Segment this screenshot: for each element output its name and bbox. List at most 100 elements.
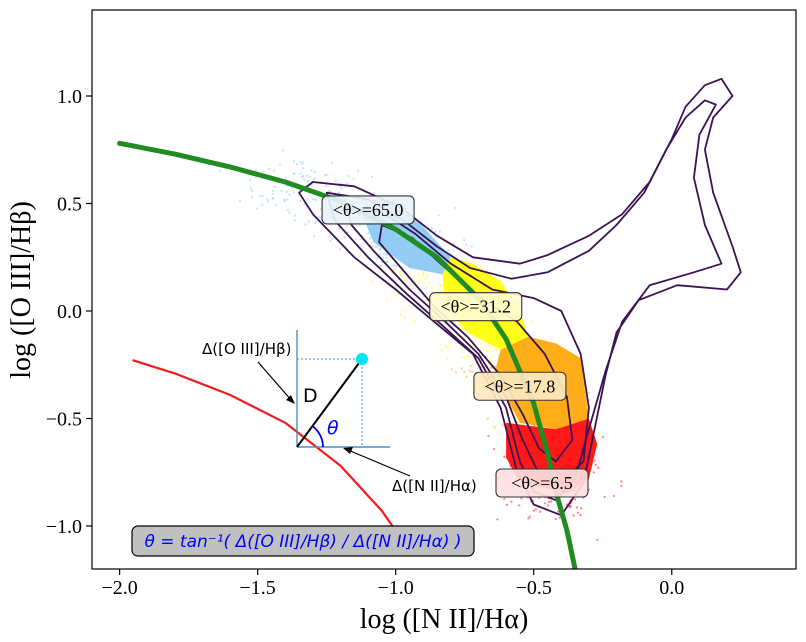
scatter-point xyxy=(359,244,363,247)
scatter-point xyxy=(334,179,337,182)
scatter-point xyxy=(248,179,252,182)
scatter-point xyxy=(405,277,408,280)
scatter-point xyxy=(281,149,285,152)
scatter-point xyxy=(417,280,420,283)
scatter-point xyxy=(379,264,382,268)
scatter-point xyxy=(395,264,398,268)
inset-angle-arc xyxy=(311,425,324,448)
x-tick-label: −0.5 xyxy=(516,577,552,599)
scatter-point xyxy=(357,169,360,172)
scatter-point xyxy=(314,199,318,202)
scatter-point xyxy=(254,168,257,172)
scatter-point xyxy=(374,246,377,249)
x-tick-label: −2.0 xyxy=(101,577,137,599)
theta-label-4: <θ>=6.5 xyxy=(495,468,589,498)
scatter-point xyxy=(254,176,258,179)
scatter-point xyxy=(497,354,500,357)
scatter-point xyxy=(404,310,407,313)
scatter-point xyxy=(272,169,276,172)
scatter-point xyxy=(368,237,372,240)
scatter-point xyxy=(424,298,428,302)
scatter-point xyxy=(266,198,269,201)
scatter-point xyxy=(413,285,416,288)
scatter-point xyxy=(509,271,513,274)
scatter-point xyxy=(532,509,535,512)
theta-label-box xyxy=(495,468,589,498)
scatter-point xyxy=(510,500,513,503)
axis-ticks: −2.0 −1.5 −1.0 −0.5 0.0 1.0 0.5 0.0 −0.5 −1.0 xyxy=(46,86,685,599)
scatter-point xyxy=(379,247,382,251)
theta-labels: <θ>=65.0 <θ>=31.2 <θ>=17.8 <θ>=6.5 xyxy=(321,195,589,498)
scatter-point xyxy=(462,238,466,242)
scatter-point xyxy=(299,199,302,203)
scatter-point xyxy=(469,356,472,359)
scatter-point xyxy=(572,514,575,517)
scatter-point xyxy=(528,515,531,518)
scatter-point xyxy=(284,177,287,180)
contour-level-1 xyxy=(298,77,742,517)
scatter-point xyxy=(337,191,341,194)
theta-label-box xyxy=(321,195,415,225)
scatter-point xyxy=(310,169,313,172)
scatter-point xyxy=(286,198,289,201)
inset-x-delta-arrowhead xyxy=(343,447,353,454)
scatter-point xyxy=(261,203,264,206)
scatter-point xyxy=(460,347,463,350)
scatter-point xyxy=(272,197,275,200)
scatter-point xyxy=(425,285,428,289)
scatter-point xyxy=(413,319,416,322)
scatter-point xyxy=(470,337,473,340)
scatter-point xyxy=(430,227,434,230)
scatter-point xyxy=(292,160,296,163)
scatter-point xyxy=(331,237,334,241)
scatter-point xyxy=(414,279,417,283)
scatter-point xyxy=(306,198,309,201)
scatter-point xyxy=(343,236,346,239)
scatter-point xyxy=(385,298,389,301)
scatter-point xyxy=(312,235,316,238)
scatter-point xyxy=(417,273,420,277)
scatter-point xyxy=(601,435,604,439)
inset-y-delta-label: Δ([O III]/Hβ) xyxy=(202,340,291,358)
angle-inset: θ D Δ([O III]/Hβ) Δ([N II]/Hα) xyxy=(202,330,477,495)
formula-text: θ = tan⁻¹( Δ([O III]/Hβ) / Δ([N II]/Hα) … xyxy=(144,532,461,552)
scatter-point xyxy=(408,305,412,308)
scatter-point xyxy=(258,194,262,198)
scatter-point xyxy=(375,257,379,260)
scatter-point xyxy=(288,193,291,196)
scatter-point xyxy=(479,342,482,345)
scatter-point xyxy=(520,497,523,500)
scatter-point xyxy=(489,346,492,349)
scatter-point xyxy=(286,208,289,212)
scatter-point xyxy=(421,274,424,277)
scatter-point xyxy=(440,348,444,351)
scatter-point xyxy=(303,178,306,181)
scatter-point xyxy=(378,253,382,256)
scatter-point xyxy=(313,197,317,201)
scatter-point xyxy=(496,349,499,352)
scatter-point xyxy=(370,175,374,178)
scatter-point xyxy=(493,426,496,429)
scatter-point xyxy=(491,354,494,358)
scatter-point xyxy=(345,225,349,228)
scatter-point xyxy=(250,195,254,199)
scatter-point xyxy=(392,291,396,294)
scatter-point xyxy=(355,238,358,241)
scatter-point xyxy=(469,364,473,368)
scatter-point xyxy=(461,355,464,359)
scatter-point xyxy=(588,398,591,402)
inset-x-delta-label: Δ([N II]/Hα) xyxy=(392,477,477,495)
scatter-point xyxy=(501,424,505,427)
scatter-point xyxy=(594,463,597,467)
scatter-point xyxy=(452,242,456,246)
scatter-point xyxy=(278,163,282,166)
scatter-point xyxy=(308,175,311,179)
scatter-point xyxy=(438,283,442,286)
inset-point-marker xyxy=(356,353,368,365)
scatter-point xyxy=(569,504,572,508)
scatter-point xyxy=(518,504,521,507)
scatter-point xyxy=(338,248,342,251)
scatter-point xyxy=(597,466,600,469)
x-tick-label: −1.0 xyxy=(378,577,414,599)
scatter-point xyxy=(292,172,296,175)
